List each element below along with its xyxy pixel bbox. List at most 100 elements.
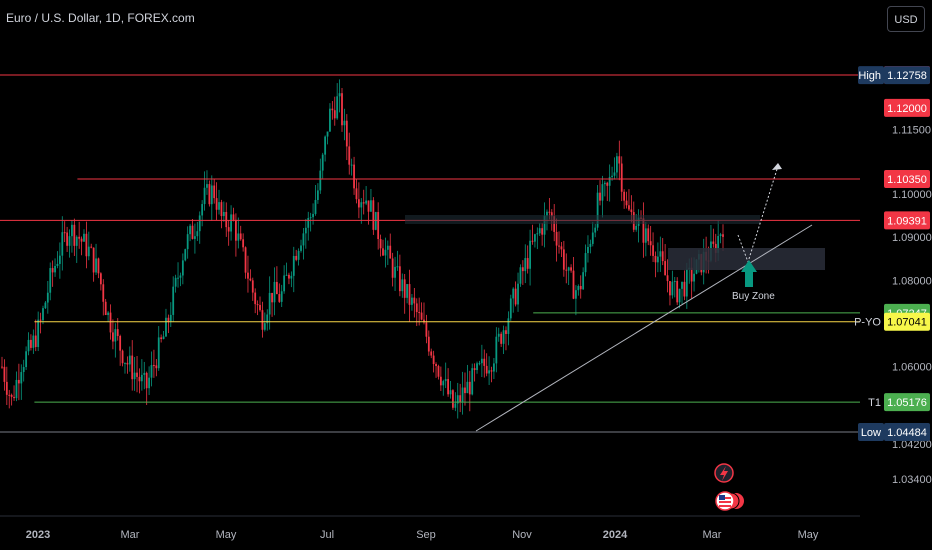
candle (83, 229, 85, 243)
candle (73, 218, 76, 256)
candle (8, 389, 11, 409)
candle (558, 231, 560, 254)
candle (56, 251, 59, 269)
candle (85, 221, 88, 269)
candle (292, 246, 295, 293)
candle (456, 382, 459, 419)
candle (659, 236, 662, 272)
candle (17, 363, 20, 401)
candle (541, 223, 544, 246)
candle (227, 220, 230, 246)
candle (128, 346, 131, 372)
candle (66, 226, 69, 252)
time-axis-label: Mar (703, 529, 722, 541)
candle (37, 311, 40, 352)
svg-text:1.10350: 1.10350 (887, 174, 927, 186)
candle (464, 372, 466, 406)
price-tag: 1.10350 (884, 169, 930, 188)
candle (654, 251, 657, 278)
candle (442, 379, 445, 396)
candle (341, 87, 343, 132)
time-axis-label: Sep (416, 529, 436, 541)
candle (678, 288, 681, 309)
time-axis-label: Nov (512, 529, 532, 541)
candle (107, 311, 110, 322)
candle (647, 224, 650, 246)
candle (570, 264, 572, 273)
candle (391, 252, 394, 287)
candle (97, 257, 100, 279)
candle (54, 258, 56, 277)
candle (237, 217, 240, 249)
candle (517, 272, 519, 312)
candle (61, 216, 64, 271)
candle (268, 276, 271, 330)
candle (68, 229, 71, 258)
candle (1, 356, 3, 369)
candle (102, 279, 105, 316)
candle (454, 392, 457, 412)
currency-button[interactable]: USD (887, 6, 925, 32)
time-axis-label: Mar (121, 529, 140, 541)
candle (512, 287, 515, 313)
projection-arrowhead-icon (772, 163, 782, 170)
candle (502, 325, 505, 355)
candle (476, 361, 478, 374)
candle (283, 265, 286, 294)
candle (288, 272, 290, 285)
candle (411, 294, 413, 311)
candle (189, 223, 191, 242)
candle (174, 274, 177, 293)
candle (420, 302, 423, 321)
candle (365, 186, 368, 206)
candle (138, 368, 141, 394)
flash-event-icon[interactable] (714, 463, 734, 483)
candle (119, 334, 122, 366)
candle (80, 236, 83, 256)
candle (370, 188, 372, 212)
price-axis: 1.11500 1.10000 1.09000 1.08000 1.06000 1.042… (892, 124, 932, 485)
candle (461, 371, 464, 415)
candle (326, 131, 329, 145)
candle (321, 152, 324, 179)
candle (87, 231, 90, 261)
candle (396, 250, 399, 271)
candle (307, 211, 310, 241)
candle (372, 197, 375, 235)
candle (275, 266, 278, 295)
candle (495, 327, 498, 373)
candle (242, 233, 245, 252)
candle (669, 280, 671, 306)
candle (722, 224, 724, 251)
candle (150, 351, 153, 387)
candle (497, 327, 500, 342)
candle (719, 232, 722, 244)
time-axis-label: 2024 (603, 529, 628, 541)
candle (13, 385, 15, 401)
candle (608, 164, 611, 202)
candle (562, 240, 565, 277)
candle (25, 346, 28, 370)
candle (210, 175, 213, 221)
candle (239, 225, 242, 241)
price-axis-label: 1.03400 (892, 474, 932, 486)
us-flag-events-icon[interactable] (715, 491, 744, 511)
candle (136, 355, 138, 393)
candle (673, 276, 676, 298)
candle (261, 301, 264, 338)
candle (401, 273, 404, 298)
candle (350, 158, 353, 176)
candle (49, 262, 52, 301)
candle (509, 294, 512, 321)
candle (336, 83, 339, 120)
candle (312, 203, 314, 225)
candle (58, 242, 61, 279)
candle (181, 253, 184, 285)
candle (427, 330, 430, 356)
candle (225, 202, 228, 237)
price-tags: 1.127611.12758High1.120001.103501.093911… (854, 66, 930, 441)
candle (251, 277, 254, 301)
price-tag: 1.09391 (884, 211, 930, 230)
